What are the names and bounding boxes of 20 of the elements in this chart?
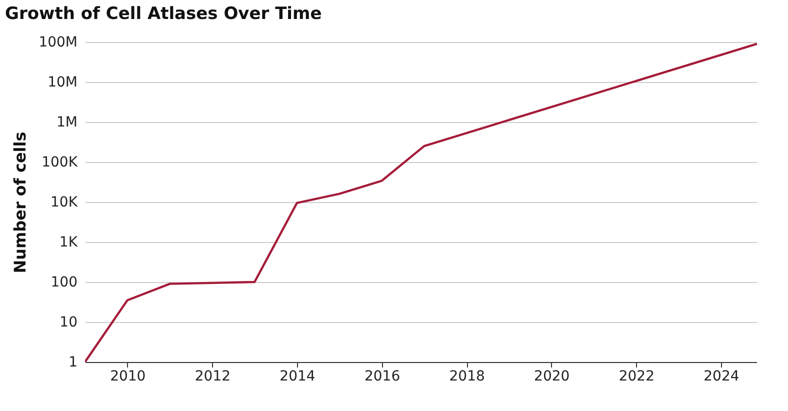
x-tick-label: 2014 [280,368,316,384]
line-series [85,42,757,362]
x-tick-label: 2010 [110,368,146,384]
y-tick-label: 10 [60,314,78,330]
y-axis-title: Number of cells [10,132,30,274]
x-tick-label: 2016 [364,368,400,384]
y-tick-label: 100M [38,34,78,50]
y-tick-label: 10K [50,194,78,210]
y-tick-label: 1 [68,354,78,370]
x-tick-label: 2020 [534,368,570,384]
y-tick-label: 100K [42,154,78,170]
y-tick-label: 10M [48,74,78,90]
x-tick-label: 2018 [449,368,485,384]
x-tick-label: 2012 [194,368,231,384]
x-tick-label: 2024 [704,368,740,384]
y-tick-label: 1K [59,234,78,250]
chart-title: Growth of Cell Atlases Over Time [5,4,322,24]
y-tick-label: 100 [50,274,78,290]
y-tick-label: 1M [56,114,78,130]
x-tick-label: 2022 [618,368,654,384]
